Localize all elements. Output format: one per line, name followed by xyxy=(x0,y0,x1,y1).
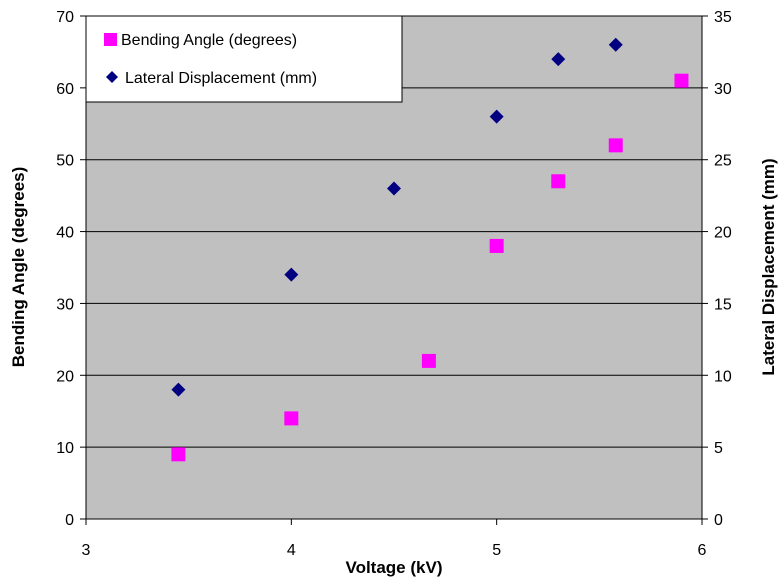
data-points xyxy=(171,37,689,462)
y-right-tick-label: 35 xyxy=(714,9,732,26)
y-left-tick-label: 0 xyxy=(65,512,74,529)
y-right-tick-label: 20 xyxy=(714,225,732,242)
point-bending-angle xyxy=(284,411,299,426)
legend-box xyxy=(85,15,403,103)
legend-label-bending-angle: Bending Angle (degrees) xyxy=(121,32,297,49)
legend-marker-bending-angle xyxy=(104,33,117,46)
point-bending-angle xyxy=(421,353,436,368)
y-right-tick-label: 15 xyxy=(714,296,732,313)
y-left-tick-label: 30 xyxy=(56,296,74,313)
point-lateral-displacement xyxy=(387,181,401,196)
x-tick-label: 4 xyxy=(287,542,296,559)
point-bending-angle xyxy=(551,174,566,189)
y-right-tick-label: 5 xyxy=(714,440,723,457)
y-left-tick-label: 60 xyxy=(56,81,74,98)
tick-labels: 0 10 20 30 40 50 60 70 0 5 10 15 20 25 30 35 3 4 5 6 xyxy=(56,9,732,559)
point-bending-angle xyxy=(608,138,623,153)
y-axis-left-title: Bending Angle (degrees) xyxy=(9,167,28,368)
y-right-tick-label: 0 xyxy=(714,512,723,529)
y-left-tick-label: 70 xyxy=(56,9,74,26)
x-axis-title: Voltage (kV) xyxy=(346,558,443,577)
y-right-tick-label: 10 xyxy=(714,368,732,385)
point-bending-angle xyxy=(489,238,504,253)
legend: Bending Angle (degrees) Lateral Displace… xyxy=(85,15,403,103)
legend-marker-lateral-displacement xyxy=(106,71,118,83)
y-left-tick-label: 20 xyxy=(56,368,74,385)
legend-label-lateral-displacement: Lateral Displacement (mm) xyxy=(125,70,317,87)
point-lateral-displacement xyxy=(171,382,186,397)
axes xyxy=(80,15,708,525)
y-left-tick-label: 40 xyxy=(56,225,74,242)
y-axis-right-title: Lateral Displacement (mm) xyxy=(759,158,778,375)
y-right-tick-label: 30 xyxy=(714,81,732,98)
x-tick-label: 6 xyxy=(698,542,707,559)
point-lateral-displacement xyxy=(608,37,623,52)
x-tick-label: 5 xyxy=(492,542,501,559)
y-left-tick-label: 50 xyxy=(56,153,74,170)
point-lateral-displacement xyxy=(551,52,566,67)
point-bending-angle xyxy=(674,73,689,88)
y-left-tick-label: 10 xyxy=(56,440,74,457)
point-bending-angle xyxy=(171,447,186,462)
y-right-tick-label: 25 xyxy=(714,153,732,170)
point-lateral-displacement xyxy=(489,109,504,124)
point-lateral-displacement xyxy=(284,267,299,282)
x-tick-label: 3 xyxy=(82,542,91,559)
